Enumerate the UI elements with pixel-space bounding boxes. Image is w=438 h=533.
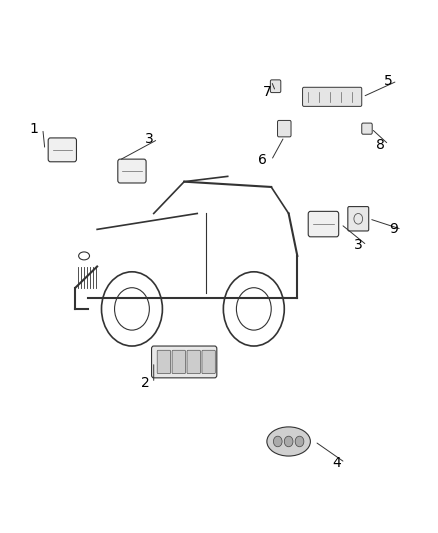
Text: 9: 9 — [389, 222, 398, 236]
Circle shape — [295, 436, 304, 447]
FancyBboxPatch shape — [157, 350, 170, 374]
Text: 2: 2 — [141, 376, 149, 390]
FancyBboxPatch shape — [362, 123, 372, 134]
Text: 7: 7 — [262, 85, 271, 99]
FancyBboxPatch shape — [187, 350, 201, 374]
Circle shape — [284, 436, 293, 447]
Text: 3: 3 — [145, 132, 154, 146]
Ellipse shape — [267, 427, 311, 456]
Text: 4: 4 — [332, 456, 341, 470]
FancyBboxPatch shape — [118, 159, 146, 183]
Text: 3: 3 — [354, 238, 363, 252]
FancyBboxPatch shape — [303, 87, 362, 107]
FancyBboxPatch shape — [278, 120, 291, 137]
FancyBboxPatch shape — [348, 207, 369, 231]
Text: 5: 5 — [385, 74, 393, 88]
FancyBboxPatch shape — [270, 80, 281, 93]
FancyBboxPatch shape — [202, 350, 215, 374]
Text: 8: 8 — [376, 138, 385, 151]
FancyBboxPatch shape — [172, 350, 185, 374]
Circle shape — [273, 436, 282, 447]
Text: 1: 1 — [30, 122, 39, 135]
FancyBboxPatch shape — [152, 346, 217, 378]
Text: 6: 6 — [258, 154, 267, 167]
FancyBboxPatch shape — [308, 212, 339, 237]
FancyBboxPatch shape — [48, 138, 77, 162]
